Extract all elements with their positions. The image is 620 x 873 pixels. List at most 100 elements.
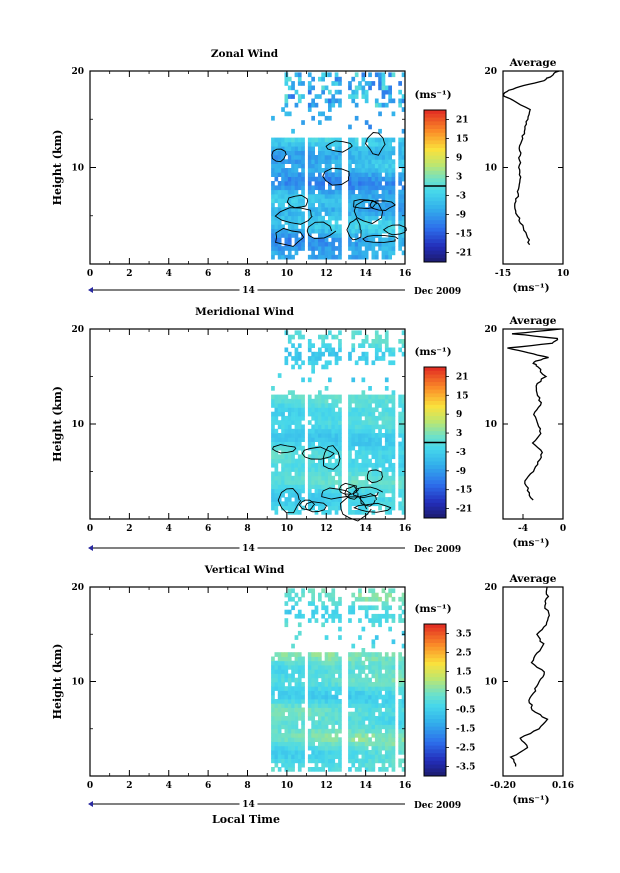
heatmap-cell — [281, 707, 285, 713]
heatmap-cell — [287, 462, 292, 468]
heatmap-cell — [391, 150, 396, 156]
heatmap-cell — [274, 754, 279, 759]
heatmap-cell — [398, 445, 402, 451]
colorbar-segment — [424, 246, 446, 252]
heatmap-cell — [361, 89, 366, 95]
heatmap-cell — [307, 228, 312, 234]
heatmap-cell — [281, 159, 285, 164]
heatmap-cell — [374, 72, 379, 78]
heatmap-cell — [301, 588, 305, 594]
heatmap-cell — [368, 699, 372, 704]
heatmap-cell — [368, 246, 372, 251]
heatmap-cell — [328, 394, 332, 400]
heatmap-cell — [398, 403, 402, 408]
heatmap-cell — [338, 207, 342, 212]
heatmap-cell — [364, 445, 369, 451]
heatmap-cell — [294, 215, 299, 221]
heatmap-cell — [287, 652, 292, 657]
heatmap-cell — [318, 347, 322, 353]
colorbar-segment — [424, 722, 446, 728]
heatmap-cell — [374, 176, 379, 182]
heatmap-cell — [281, 652, 285, 657]
heatmap-cell — [348, 609, 352, 615]
heatmap-cell — [334, 424, 339, 430]
heatmap-cell — [287, 339, 292, 344]
colorbar-segment — [424, 669, 446, 674]
heatmap-cell — [374, 250, 379, 256]
heatmap-cell — [398, 159, 402, 164]
heatmap-cell — [314, 411, 319, 417]
heatmap-cell — [291, 665, 295, 670]
heatmap-cell — [328, 420, 332, 425]
heatmap-cell — [318, 334, 322, 340]
heatmap-cell — [391, 185, 396, 191]
heatmap-cell — [274, 207, 279, 212]
heatmap-cell — [318, 707, 322, 713]
profile-title: Average — [509, 573, 557, 585]
heatmap-cell — [364, 89, 369, 95]
heatmap-cell — [351, 458, 356, 464]
colorbar-segment — [424, 374, 446, 379]
heatmap-cell — [378, 724, 382, 730]
heatmap-cell — [314, 720, 319, 725]
heatmap-cell — [294, 758, 299, 764]
heatmap-cell — [274, 716, 279, 721]
profile-x-tick-label: 0 — [560, 524, 566, 534]
heatmap-cell — [277, 445, 282, 451]
heatmap-cell — [297, 94, 302, 99]
heatmap-cell — [318, 356, 322, 361]
heatmap-cell — [358, 81, 362, 86]
heatmap-cell — [354, 754, 359, 759]
heatmap-cell — [391, 437, 396, 442]
heatmap-cell — [351, 445, 356, 451]
heatmap-cell — [371, 185, 376, 191]
heatmap-cell — [398, 505, 402, 511]
heatmap-cell — [338, 102, 342, 108]
heatmap-cell — [274, 228, 279, 234]
heatmap-cell — [291, 394, 295, 400]
heatmap-cell — [328, 241, 332, 247]
heatmap-cell — [381, 462, 386, 468]
heatmap-cell — [301, 224, 305, 230]
heatmap-cell — [351, 720, 356, 725]
heatmap-cell — [384, 347, 389, 353]
heatmap-cell — [391, 673, 396, 679]
heatmap-cell — [358, 745, 362, 751]
x-tick-label: 4 — [166, 781, 172, 791]
heatmap-cell — [291, 189, 295, 195]
heatmap-cell — [378, 237, 382, 243]
profile-x-tick-label: -4 — [518, 524, 528, 534]
heatmap-cell — [297, 707, 302, 713]
heatmap-cell — [391, 728, 396, 734]
heatmap-cell — [354, 711, 359, 717]
heatmap-cell — [294, 202, 299, 208]
colorbar-unit-label: (ms⁻¹) — [414, 603, 451, 615]
heatmap-cell — [358, 424, 362, 430]
heatmap-cell — [388, 745, 392, 751]
heatmap-cell — [271, 690, 275, 696]
heatmap-cell — [398, 146, 402, 151]
heatmap-cell — [361, 484, 366, 489]
heatmap-cell — [388, 394, 392, 400]
heatmap-cell — [321, 767, 325, 772]
heatmap-cell — [371, 660, 376, 666]
heatmap-cell — [364, 716, 369, 721]
heatmap-cell — [371, 741, 376, 747]
heatmap-cell — [294, 224, 299, 230]
heatmap-cell — [368, 163, 372, 169]
heatmap-cell — [361, 424, 366, 430]
heatmap-cell — [348, 198, 352, 204]
heatmap-cell — [331, 250, 336, 256]
heatmap-cell — [281, 155, 285, 160]
heatmap-cell — [388, 501, 392, 507]
heatmap-cell — [338, 618, 342, 623]
heatmap-cell — [384, 424, 389, 430]
heatmap-cell — [321, 159, 325, 164]
heatmap-cell — [297, 398, 302, 404]
heatmap-cell — [297, 471, 302, 477]
heatmap-cell — [388, 424, 392, 430]
heatmap-cell — [374, 673, 379, 679]
heatmap-cell — [368, 424, 372, 430]
heatmap-cell — [358, 356, 362, 361]
heatmap-cell — [277, 215, 282, 221]
